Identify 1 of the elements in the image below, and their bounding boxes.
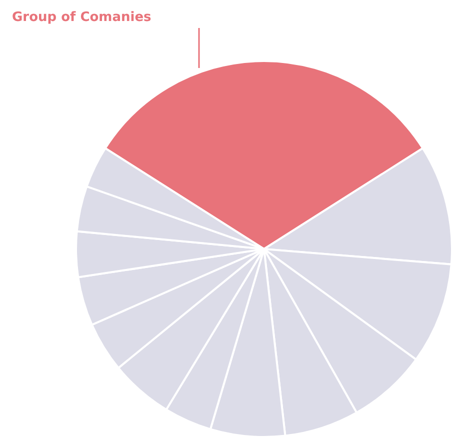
slice-label: Group of Comanies	[12, 10, 152, 25]
